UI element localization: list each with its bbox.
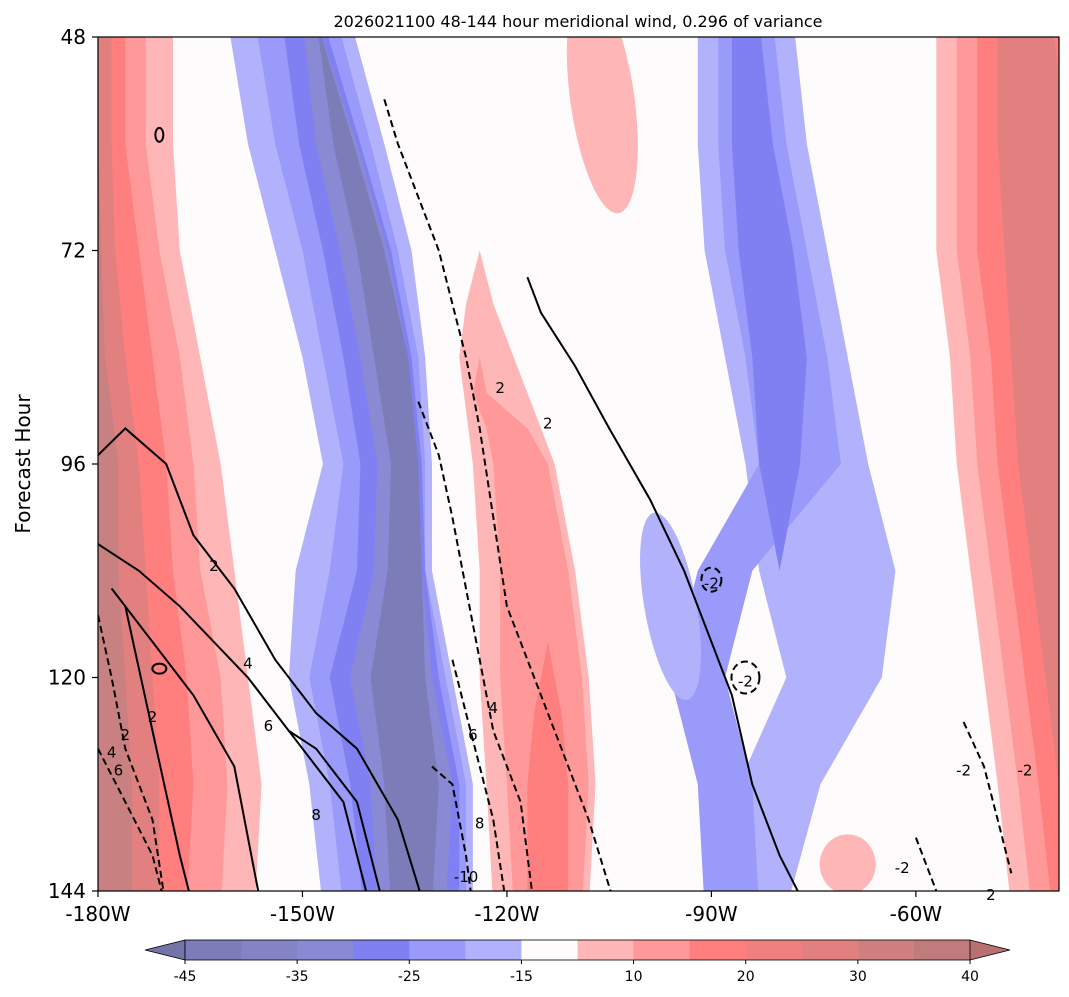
colorbar-extend-under xyxy=(144,939,186,961)
contour-pos-8-west xyxy=(124,606,190,891)
contour-label-8: -2 xyxy=(956,761,971,779)
blob-positive-south xyxy=(819,834,876,891)
contour-label-3: 8 xyxy=(311,806,321,824)
contour-label-14: 2 xyxy=(120,726,130,744)
contour-label-5: 2 xyxy=(543,414,553,432)
colorbar-tick-label-4: 10 xyxy=(625,969,643,985)
colorbar-tick-label-0: -45 xyxy=(174,969,197,985)
contour-neg-loop-1 xyxy=(700,566,723,593)
colorbar-swatch-10 xyxy=(745,940,803,960)
colorbar-extend-over xyxy=(969,939,1011,961)
contour-pos-2-mid xyxy=(526,276,799,891)
x-tick-label-0: -180W xyxy=(65,902,130,926)
contour-label-18: -2 xyxy=(1017,761,1032,779)
contour-label-16: 6 xyxy=(114,761,124,779)
y-tick-label-3: 120 xyxy=(48,666,86,690)
contour-lines xyxy=(98,99,1013,891)
contour-pos-6-inner xyxy=(288,730,381,891)
colorbar-tick-label-7: 40 xyxy=(961,969,979,985)
band-mid-positive-3 xyxy=(527,641,569,891)
colorbar-tick-label-1: -35 xyxy=(286,969,309,985)
colorbar-swatch-11 xyxy=(801,940,859,960)
x-tick-label-1: -150W xyxy=(270,902,335,926)
colorbar-swatch-12 xyxy=(857,940,915,960)
filled-contours xyxy=(98,37,1059,891)
contour-label-17: -2 xyxy=(895,859,910,877)
band-east-negative-2 xyxy=(670,37,841,891)
y-tick-label-4: 144 xyxy=(48,879,86,903)
contour-label-1: 4 xyxy=(243,655,253,673)
colorbar-swatch-2 xyxy=(297,940,354,960)
x-tick-label-2: -120W xyxy=(474,902,539,926)
colorbar-swatch-5 xyxy=(465,940,522,960)
y-tick-label-0: 48 xyxy=(61,25,86,49)
colorbar-tick-label-3: -15 xyxy=(510,969,533,985)
colorbar-tick-label-2: -25 xyxy=(398,969,421,985)
y-axis: 48 72 96 120 144 xyxy=(48,25,98,903)
contour-label-15: 4 xyxy=(107,744,117,762)
contour-pos-4-west xyxy=(98,543,368,891)
blob-positive-north xyxy=(566,37,638,214)
contour-neg-west-2 xyxy=(98,614,165,891)
y-tick-label-2: 96 xyxy=(61,452,86,476)
contour-label-6: -2 xyxy=(704,575,719,593)
colorbar-frame xyxy=(184,939,971,961)
contour-neg-west-4 xyxy=(98,748,163,891)
chart-title: 2026021100 48-144 hour meridional wind, … xyxy=(334,12,823,31)
contour-label-13: 2 xyxy=(148,708,158,726)
colorbar-swatch-4 xyxy=(409,940,466,960)
contour-label-10: 4 xyxy=(489,699,499,717)
contour-label-19: 2 xyxy=(986,886,996,904)
contour-label-12: -10 xyxy=(454,868,479,886)
contour-neg-4-slant xyxy=(417,401,533,891)
band-negative-5 xyxy=(318,37,439,891)
contour-neg-2-slant xyxy=(383,99,612,891)
colorbar-swatch-7 xyxy=(577,940,635,960)
contour-neg-8-slant xyxy=(431,765,472,891)
blob-negative-centre xyxy=(640,512,701,700)
colorbar: -45 -35 -25 -15 10 20 30 40 xyxy=(144,939,1011,985)
colorbar-tick-label-5: 20 xyxy=(737,969,755,985)
colorbar-swatch-6 xyxy=(521,940,578,960)
plot-area xyxy=(98,37,1059,891)
colorbar-swatch-3 xyxy=(353,940,410,960)
contour-pos-6-west xyxy=(110,587,260,891)
contour-label-7: -2 xyxy=(738,672,753,690)
contour-label-11: 8 xyxy=(475,815,485,833)
contour-neg-east-2 xyxy=(914,837,938,891)
x-tick-label-3: -90W xyxy=(685,902,738,926)
contour-pos-loop-2 xyxy=(154,126,165,143)
colorbar-tick-label-6: 30 xyxy=(849,969,867,985)
contour-label-2: 6 xyxy=(264,717,274,735)
colorbar-swatch-8 xyxy=(633,940,691,960)
colorbar-swatch-9 xyxy=(689,940,747,960)
contour-pos-2-west xyxy=(98,427,421,891)
y-axis-label: Forecast Hour xyxy=(11,394,35,534)
y-tick-label-1: 72 xyxy=(61,239,86,263)
x-tick-label-4: -60W xyxy=(890,902,943,926)
contour-neg-6-slant xyxy=(451,659,506,891)
x-axis: -180W -150W -120W -90W -60W xyxy=(65,891,942,926)
band-east-positive-4 xyxy=(997,37,1059,785)
colorbar-swatch-13 xyxy=(913,940,971,960)
contour-label-9: 6 xyxy=(468,726,478,744)
contour-label-4: 2 xyxy=(495,379,505,397)
contour-pos-loop-1 xyxy=(151,662,168,675)
colorbar-swatch-1 xyxy=(241,940,298,960)
band-west-positive-5 xyxy=(98,37,133,891)
contour-label-0: 2 xyxy=(209,557,219,575)
contour-neg-loop-2 xyxy=(730,660,761,695)
contour-neg-east-right-2 xyxy=(962,721,1013,874)
colorbar-swatch-0 xyxy=(185,940,242,960)
band-east-negative-3 xyxy=(677,37,807,891)
